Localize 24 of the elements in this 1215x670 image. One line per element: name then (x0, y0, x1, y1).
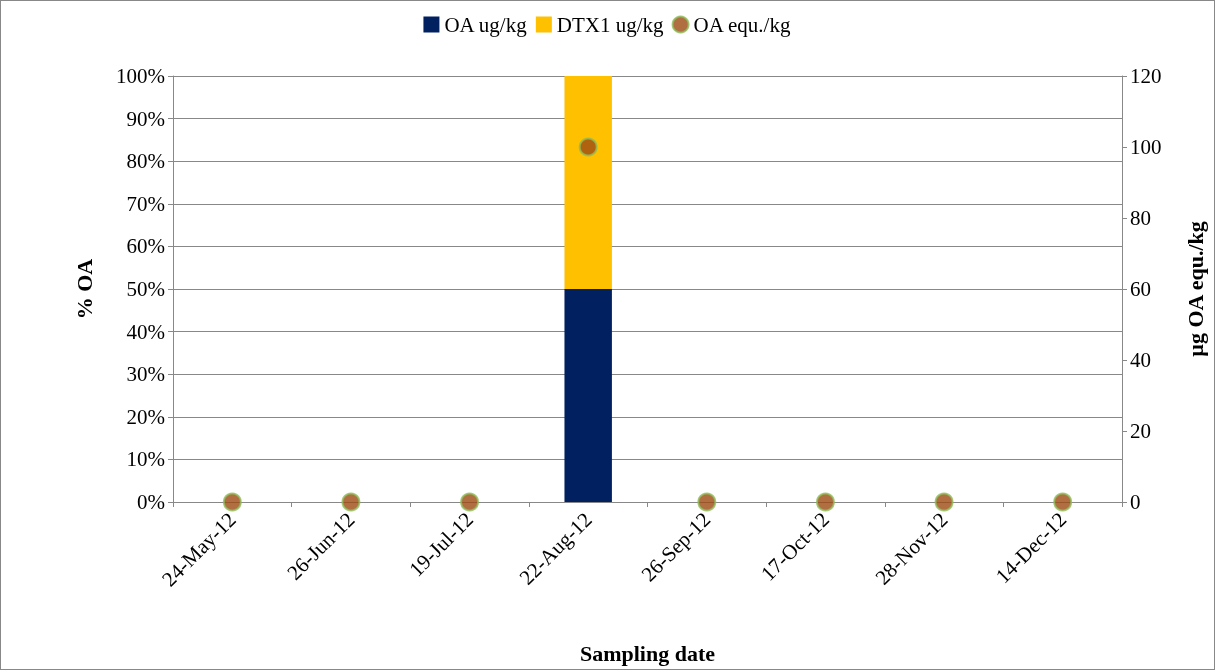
y-tick-label: 20% (126, 404, 165, 429)
y2-tick-label: 0 (1130, 490, 1141, 514)
y-tick-label: 30% (126, 362, 165, 387)
y-tick-label: 50% (126, 277, 165, 301)
y-tick-label: 60% (126, 234, 165, 259)
y-tick-label: 70% (126, 191, 165, 216)
y2-tick-label: 60 (1130, 277, 1151, 301)
y-tick-label: 100% (116, 64, 165, 88)
y-tick-label: 40% (126, 319, 165, 344)
y2-tick-label: 100 (1130, 135, 1162, 159)
x-axis-title: Sampling date (579, 640, 716, 666)
legend-label: OA equ./kg (693, 12, 791, 37)
y-tick-label: 90% (126, 106, 165, 131)
legend-label: OA ug/kg (444, 12, 528, 37)
legend-label: DTX1 ug/kg (556, 12, 665, 37)
y-tick-label: 0% (137, 490, 165, 514)
y-tick-label: 80% (126, 149, 165, 174)
y2-axis-title: µg OA equ./kg (1182, 221, 1208, 357)
y2-tick-label: 120 (1130, 64, 1162, 88)
y2-tick-label: 40 (1130, 348, 1151, 372)
y2-tick-label: 80 (1130, 206, 1151, 230)
y-tick-label: 10% (126, 447, 165, 472)
y-axis-title: % OA (71, 258, 97, 320)
y2-tick-label: 20 (1130, 419, 1151, 443)
